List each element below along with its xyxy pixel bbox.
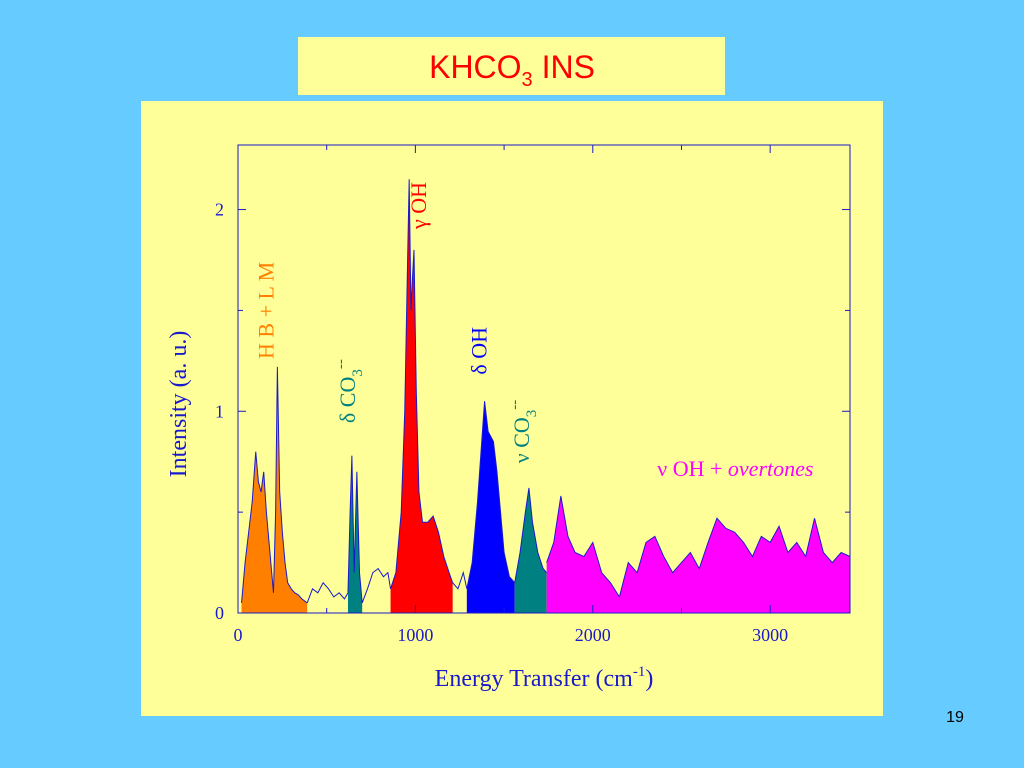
annotation-part: 3 (524, 410, 540, 418)
spectrum-line (306, 581, 349, 604)
band-area (466, 401, 515, 613)
spectrum-line (390, 179, 454, 589)
x-tick-label: 0 (234, 625, 243, 645)
band-area (390, 179, 453, 614)
annotation-part: -- (507, 400, 523, 410)
annotation-part: δ OH (466, 327, 491, 375)
plot-frame (237, 144, 851, 614)
annotation: ν CO3-- (507, 400, 540, 464)
x-axis-label-part: Energy Transfer (cm (435, 666, 634, 692)
spectrum-line (514, 487, 548, 583)
y-tick-label: 1 (215, 401, 224, 421)
y-tick-label: 0 (215, 603, 224, 623)
spectrum-line (361, 567, 392, 604)
title-text: KHCO (429, 49, 521, 85)
title-text: INS (533, 49, 595, 85)
x-tick-label: 3000 (752, 625, 788, 645)
annotation-part: -- (333, 359, 349, 369)
annotation-part: overtones (728, 456, 814, 481)
x-tick-label: 2000 (575, 625, 611, 645)
annotation: δ CO3-- (333, 359, 366, 423)
annotation-part: γ OH (406, 182, 431, 230)
band-area (347, 455, 363, 613)
annotation-part: δ CO (335, 377, 360, 423)
page-number: 19 (946, 709, 964, 726)
spectrum-line (546, 495, 851, 599)
annotation-part: ν CO (509, 417, 534, 463)
band-area (546, 496, 850, 613)
annotation: ν OH + overtones (657, 456, 813, 481)
annotation: δ OH (466, 327, 491, 375)
title-box (298, 37, 725, 95)
spectrum-line (452, 570, 468, 590)
annotation-part: ν OH + (657, 456, 728, 481)
y-axis-label: Intensity (a. u.) (166, 331, 192, 478)
x-axis-label: Energy Transfer (cm-1) (435, 664, 654, 692)
x-tick-label: 1000 (397, 625, 433, 645)
x-axis-label-part: ) (645, 666, 653, 692)
spectrum-line (347, 455, 363, 603)
spectrum-line (241, 366, 308, 604)
slide-title: KHCO3 INS (429, 49, 595, 91)
y-tick-label: 2 (215, 200, 224, 220)
annotation-part: 3 (350, 369, 366, 377)
plot: 0 1000 2000 3000 0 1 2 Energy Transfer (cm-1) In… (166, 144, 851, 692)
annotation: γ OH (406, 182, 431, 230)
band-area (514, 487, 547, 613)
x-axis-label-part: -1 (633, 664, 646, 680)
annotation-part: H B + L M (253, 262, 278, 359)
spectrum-line (466, 401, 516, 589)
title-sub: 3 (522, 69, 533, 91)
band-area (241, 366, 308, 613)
annotation: H B + L M (253, 262, 278, 359)
